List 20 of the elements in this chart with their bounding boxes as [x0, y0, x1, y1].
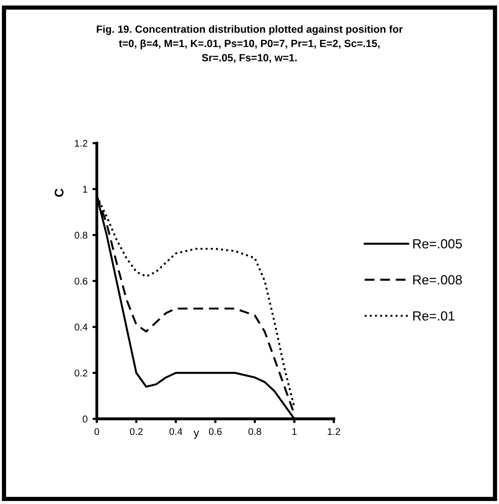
y-tick-label: 0.8 — [74, 232, 88, 239]
y-tick-label: 0.2 — [74, 370, 88, 376]
legend-label: Re=.005 — [413, 239, 462, 248]
x-tick-label: 0 — [94, 428, 100, 435]
x-tick-label: 1 — [292, 428, 297, 435]
legend-label: Re=.008 — [413, 275, 462, 285]
y-tick-label: 0.6 — [74, 278, 88, 285]
x-tick-label: 0.8 — [248, 428, 262, 435]
chart-title: Fig. 19. Concentration distribution plotted against position for t=0, β=4, M=1, K=.01, Ps=10, P0=7, Pr=1, E=2, Sc=.15, Sr=.05, Fs=10, w=1. — [96, 25, 403, 63]
y-tick-label: 1 — [83, 186, 88, 193]
x-tick-label: 0.2 — [130, 428, 143, 435]
y-tick-label: 1.2 — [75, 140, 88, 147]
x-tick-label: 0.4 — [169, 428, 182, 435]
x-axis-title: y — [194, 430, 200, 439]
y-axis-title: C — [54, 188, 64, 197]
x-tick-label: 1.2 — [328, 428, 340, 435]
y-tick-label: 0.4 — [74, 324, 88, 331]
legend-label: Re=.01 — [413, 311, 454, 321]
y-tick-label: 0 — [82, 416, 88, 422]
x-tick-label: 0.6 — [208, 428, 222, 435]
